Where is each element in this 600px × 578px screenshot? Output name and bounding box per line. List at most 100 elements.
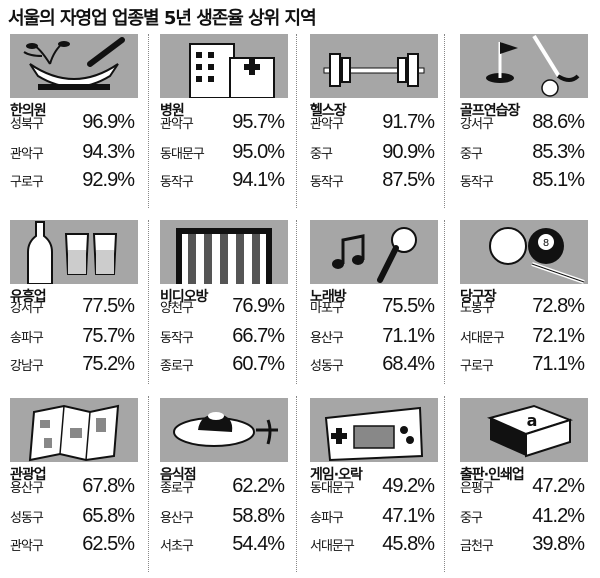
- category-card: 비디오방 양천구 76.9% 동작구 66.7% 종로구 60.7%: [150, 220, 300, 400]
- survival-rate: 47.1%: [382, 505, 435, 527]
- survival-rate: 72.8%: [532, 295, 585, 317]
- divider: [444, 396, 445, 572]
- district-name: 도봉구: [460, 301, 494, 316]
- survival-rate: 66.7%: [232, 325, 285, 347]
- billiard-balls-icon: 8: [460, 220, 588, 284]
- bottle-and-glasses-icon: [10, 220, 138, 284]
- rank-row: 용산구 67.8%: [10, 474, 142, 498]
- cake-plate-icon: [160, 398, 288, 462]
- category-name: 한의원: [10, 103, 47, 119]
- category-card: 음식점 종로구 62.2% 용산구 58.8% 서초구 54.4%: [150, 398, 300, 578]
- rank-row: 동작구 87.5%: [310, 168, 442, 192]
- district-name: 종로구: [160, 359, 194, 374]
- rank-row: 성동구 65.8%: [10, 504, 142, 528]
- rank-row: 관악구 95.7%: [160, 110, 292, 134]
- category-name: 출판·인쇄업: [460, 467, 525, 483]
- rank-row: 마포구 75.5%: [310, 294, 442, 318]
- category-name: 비디오방: [160, 289, 209, 305]
- rank-row: 종로구 60.7%: [160, 352, 292, 376]
- district-name: 용산구: [310, 331, 344, 346]
- survival-rate: 92.9%: [82, 169, 135, 191]
- district-name: 서초구: [160, 539, 194, 554]
- category-card: 골프연습장 강서구 88.6% 중구 85.3% 동작구 85.1%: [450, 34, 600, 214]
- survival-rate: 87.5%: [382, 169, 435, 191]
- category-name: 음식점: [160, 467, 197, 483]
- district-name: 금천구: [460, 539, 494, 554]
- survival-rate: 94.3%: [82, 141, 135, 163]
- divider: [148, 34, 149, 208]
- rank-row: 관악구 62.5%: [10, 532, 142, 556]
- district-name: 서대문구: [460, 331, 505, 346]
- district-name: 송파구: [310, 511, 344, 526]
- district-name: 구로구: [460, 359, 494, 374]
- survival-rate: 77.5%: [82, 295, 135, 317]
- district-name: 종로구: [160, 481, 194, 496]
- rank-row: 서대문구 72.1%: [460, 324, 592, 348]
- district-name: 동대문구: [160, 147, 205, 162]
- rank-row: 구로구 92.9%: [10, 168, 142, 192]
- rank-row: 은평구 47.2%: [460, 474, 592, 498]
- survival-rate: 62.2%: [232, 475, 285, 497]
- divider: [296, 396, 297, 572]
- divider: [148, 396, 149, 572]
- district-name: 마포구: [310, 301, 344, 316]
- district-name: 동대문구: [310, 481, 355, 496]
- category-name: 병원: [160, 103, 185, 119]
- rank-row: 용산구 71.1%: [310, 324, 442, 348]
- survival-rate: 67.8%: [82, 475, 135, 497]
- page-title: 서울의 자영업 업종별 5년 생존율 상위 지역: [8, 8, 317, 29]
- rank-row: 서초구 54.4%: [160, 532, 292, 556]
- district-name: 중구: [310, 147, 333, 162]
- district-name: 동작구: [160, 175, 194, 190]
- survival-rate-grid: 한의원 성북구 96.9% 관악구 94.3% 구로구 92.9% 병원 관악구 95.…: [0, 34, 600, 574]
- district-name: 은평구: [460, 481, 494, 496]
- district-name: 중구: [460, 511, 483, 526]
- rank-row: 강서구 77.5%: [10, 294, 142, 318]
- music-note-microphone-icon: [310, 220, 438, 284]
- rank-row: 도봉구 72.8%: [460, 294, 592, 318]
- survival-rate: 65.8%: [82, 505, 135, 527]
- category-card: 병원 관악구 95.7% 동대문구 95.0% 동작구 94.1%: [150, 34, 300, 214]
- district-name: 구로구: [10, 175, 44, 190]
- survival-rate: 39.8%: [532, 533, 585, 555]
- survival-rate: 90.9%: [382, 141, 435, 163]
- rank-row: 성북구 96.9%: [10, 110, 142, 134]
- rank-row: 관악구 91.7%: [310, 110, 442, 134]
- category-card: 유흥업 강서구 77.5% 송파구 75.7% 강남구 75.2%: [0, 220, 150, 400]
- district-name: 동작구: [460, 175, 494, 190]
- divider: [296, 34, 297, 208]
- survival-rate: 96.9%: [82, 111, 135, 133]
- district-name: 서대문구: [310, 539, 355, 554]
- rank-row: 중구 85.3%: [460, 140, 592, 164]
- rank-row: 동대문구 49.2%: [310, 474, 442, 498]
- survival-rate: 41.2%: [532, 505, 585, 527]
- rank-row: 종로구 62.2%: [160, 474, 292, 498]
- district-name: 동작구: [160, 331, 194, 346]
- rank-row: 동작구 94.1%: [160, 168, 292, 192]
- svg-text:8: 8: [543, 238, 549, 249]
- district-name: 송파구: [10, 331, 44, 346]
- category-card: 게임·오락 동대문구 49.2% 송파구 47.1% 서대문구 45.8%: [300, 398, 450, 578]
- survival-rate: 58.8%: [232, 505, 285, 527]
- survival-rate: 85.3%: [532, 141, 585, 163]
- rank-row: 강서구 88.6%: [460, 110, 592, 134]
- district-name: 성북구: [10, 117, 44, 132]
- survival-rate: 85.1%: [532, 169, 585, 191]
- divider: [444, 34, 445, 208]
- divider: [148, 220, 149, 384]
- category-card: 헬스장 관악구 91.7% 중구 90.9% 동작구 87.5%: [300, 34, 450, 214]
- survival-rate: 72.1%: [532, 325, 585, 347]
- category-name: 관광업: [10, 467, 47, 483]
- rank-row: 구로구 71.1%: [460, 352, 592, 376]
- survival-rate: 45.8%: [382, 533, 435, 555]
- survival-rate: 62.5%: [82, 533, 135, 555]
- rank-row: 송파구 47.1%: [310, 504, 442, 528]
- category-name: 게임·오락: [310, 467, 363, 483]
- category-name: 당구장: [460, 289, 497, 305]
- rank-row: 용산구 58.8%: [160, 504, 292, 528]
- district-name: 용산구: [10, 481, 44, 496]
- survival-rate: 75.2%: [82, 353, 135, 375]
- category-card: a 출판·인쇄업 은평구 47.2% 중구 41.2% 금천구 39.8%: [450, 398, 600, 578]
- survival-rate: 76.9%: [232, 295, 285, 317]
- district-name: 강서구: [460, 117, 494, 132]
